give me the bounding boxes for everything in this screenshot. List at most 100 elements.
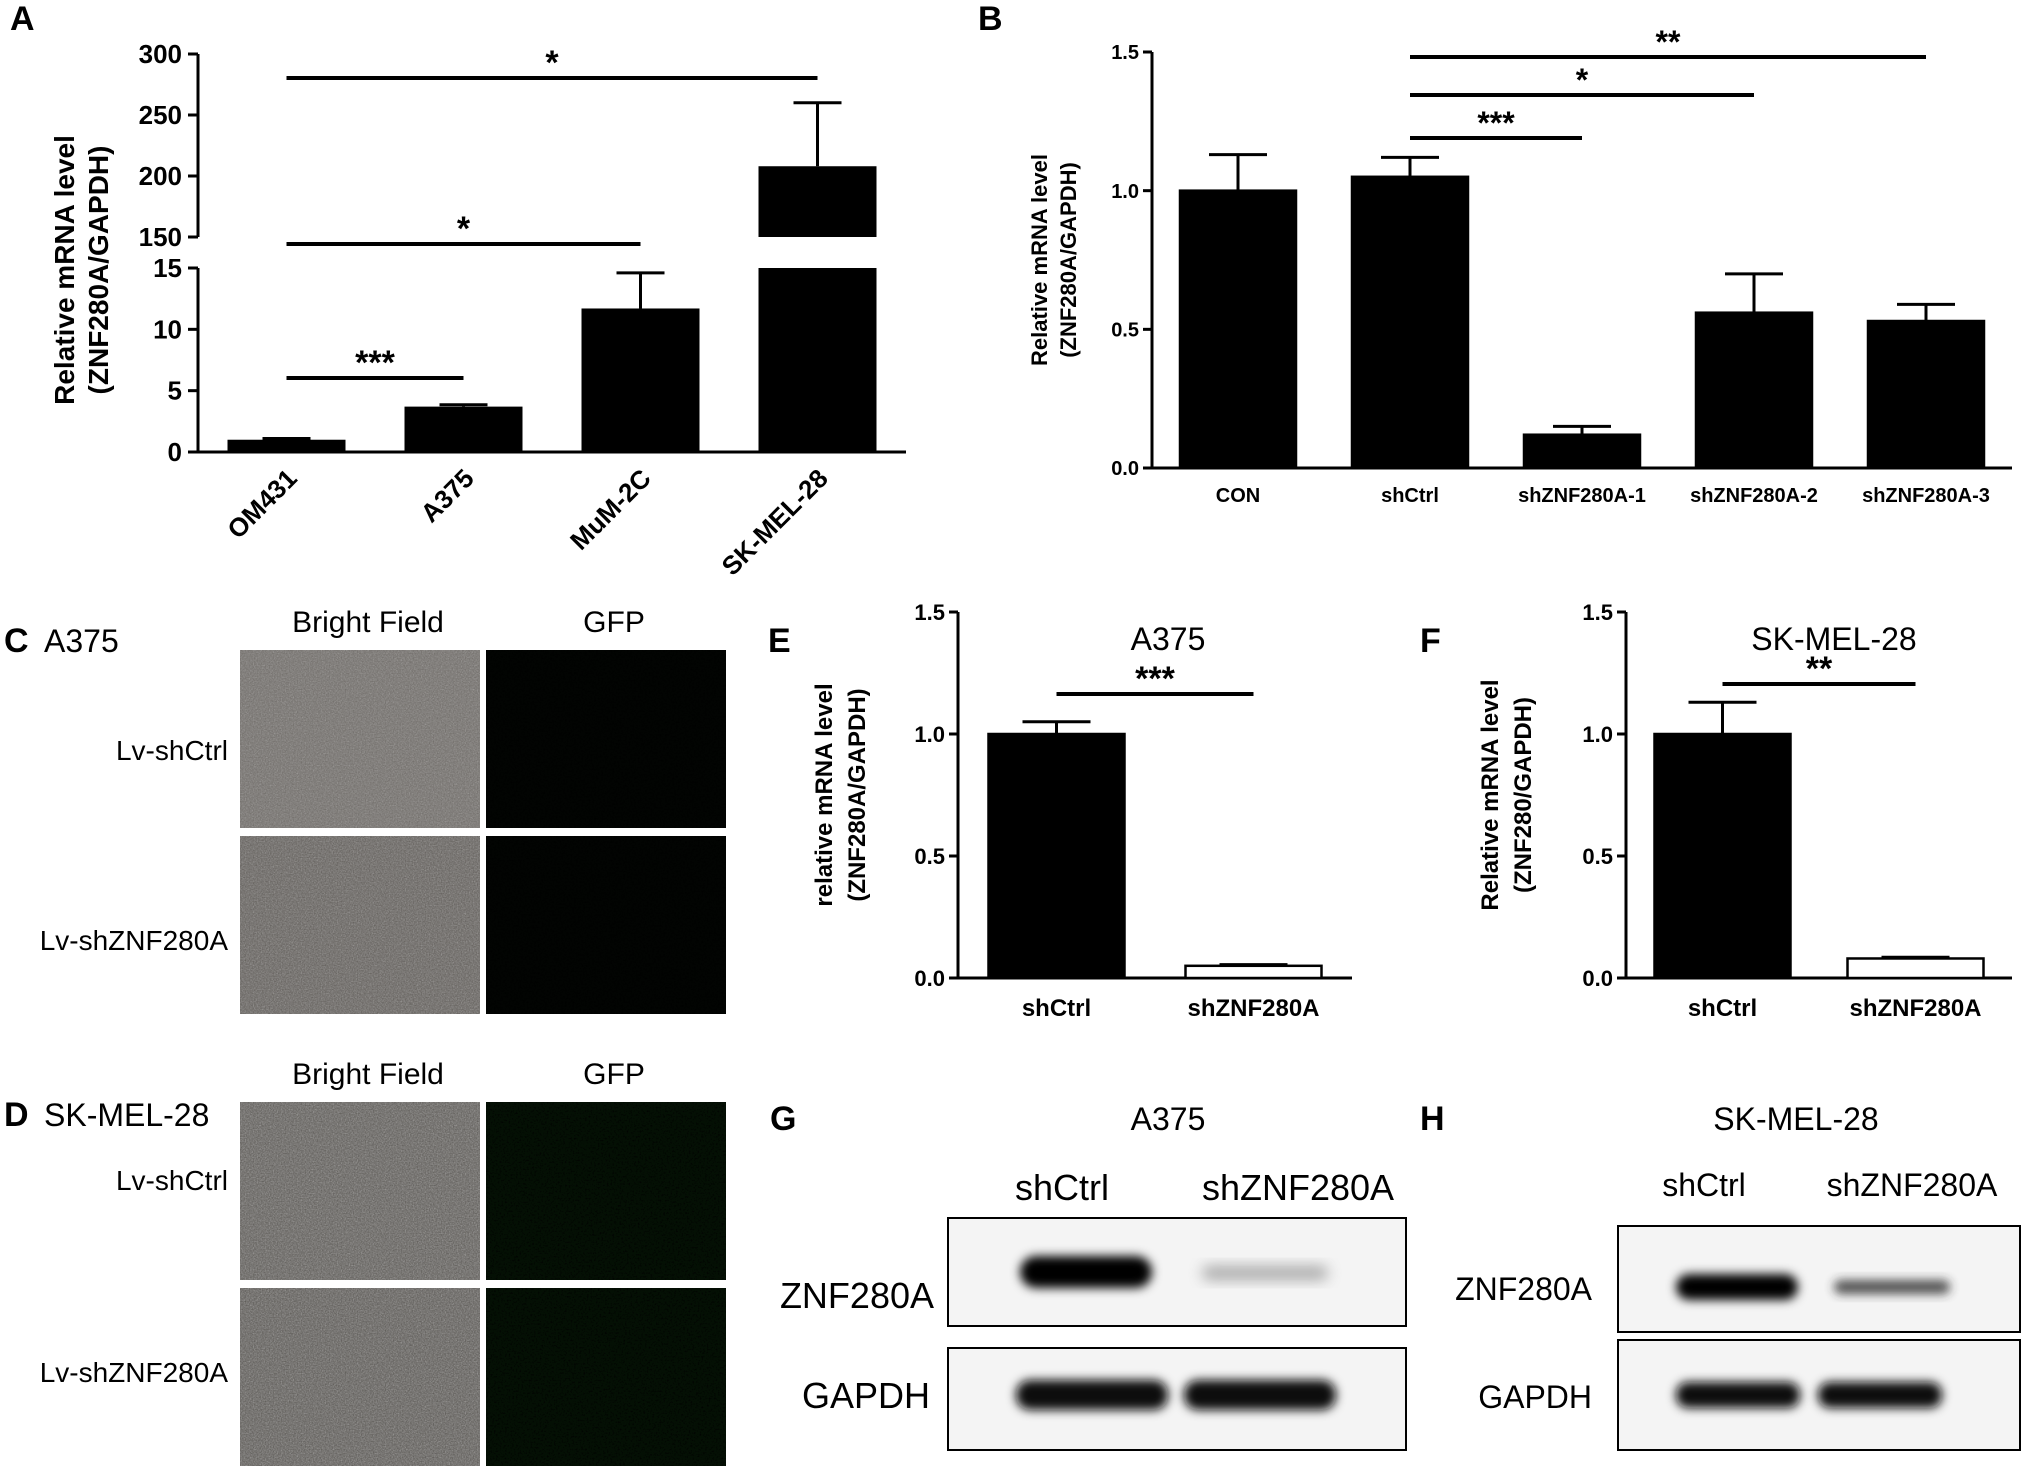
chart-a-sig-stars-0: *** <box>355 344 395 382</box>
blot-g-lane-shctrl: shCtrl <box>1015 1167 1109 1208</box>
panel-label-h: H <box>1420 1100 1445 1138</box>
chart-e-bar-0 <box>987 732 1126 980</box>
chart-a-bar-2 <box>581 308 700 452</box>
blot-h-membrane-znf280a <box>1617 1225 2021 1333</box>
blot-h-lane-shctrl: shCtrl <box>1662 1167 1746 1203</box>
chart-b-ytick-label: 0.0 <box>1111 458 1139 480</box>
micrograph-d-cell-line: SK-MEL-28 <box>44 1097 209 1133</box>
chart-a-ylabel-line1: Relative mRNA level <box>49 135 80 405</box>
blot-h-protein-znf280a: ZNF280A <box>1455 1271 1593 1307</box>
chart-b-sig-stars-1: * <box>1576 62 1589 98</box>
micrograph-c-brightfield-shznf280a-texture <box>240 836 480 1014</box>
panel-label-c: C <box>4 622 29 660</box>
micrograph-panel-c: A375 Bright Field GFP Lv-shCtrl Lv-shZNF… <box>40 606 726 1014</box>
micrograph-panel-d: SK-MEL-28 Bright Field GFP Lv-shCtrl Lv-… <box>40 1058 726 1466</box>
chart-e-xtick-label-1: shZNF280A <box>1187 995 1319 1022</box>
micrograph-d-gfp-shznf280a-texture <box>486 1288 726 1466</box>
chart-b-bar-2 <box>1522 433 1642 470</box>
chart-b-xtick-label-1: shCtrl <box>1381 485 1439 507</box>
chart-a-ytick-label: 5 <box>168 376 182 406</box>
chart-f-xtick-label-1: shZNF280A <box>1849 995 1981 1022</box>
micrograph-d-brightfield-shznf280a-texture <box>240 1288 480 1466</box>
blot-panel-g: A375 shCtrl shZNF280A ZNF280A GAPDH <box>780 1101 1407 1451</box>
micrograph-c-gfp-shznf280a-texture <box>486 836 726 1014</box>
chart-f-bar-1 <box>1846 957 1985 980</box>
chart-a-ytick-label: 200 <box>139 161 182 191</box>
blot-h-protein-gapdh: GAPDH <box>1478 1379 1592 1415</box>
chart-a-bars <box>227 101 877 452</box>
micrograph-d-row-shctrl: Lv-shCtrl <box>116 1165 228 1196</box>
chart-a-ylabel-line2: (ZNF280A/GAPDH) <box>83 146 114 395</box>
micrograph-d-row-shznf280a: Lv-shZNF280A <box>40 1357 229 1388</box>
micrograph-c-gfp-shctrl-texture <box>486 650 726 828</box>
chart-a-ytick-label: 250 <box>139 100 182 130</box>
micrograph-c-col-brightfield: Bright Field <box>292 606 444 639</box>
micrograph-d-gfp-shctrl-texture <box>486 1102 726 1280</box>
chart-a-ytick-label: 10 <box>153 314 182 344</box>
blot-h-band-gapdh-shctrl <box>1676 1382 1800 1408</box>
micrograph-d-col-gfp: GFP <box>583 1058 645 1091</box>
chart-f-title: SK-MEL-28 <box>1751 621 1916 657</box>
chart-a-ytick-label: 0 <box>168 437 182 467</box>
chart-f-plot: 0.0 0.5 1.0 1.5 shCtrl shZNF280A ** <box>1582 600 2012 1022</box>
panel-label-f: F <box>1420 622 1441 660</box>
chart-f-ylabel-line2: (ZNF280/GAPDH) <box>1510 697 1537 893</box>
blot-h-band-znf280a-shctrl <box>1676 1274 1798 1300</box>
blot-panel-h: SK-MEL-28 shCtrl shZNF280A ZNF280A GAPDH <box>1455 1101 2021 1451</box>
chart-b-ytick-label: 0.5 <box>1111 320 1139 342</box>
chart-b-xtick-label-4: shZNF280A-3 <box>1862 485 1990 507</box>
chart-a-sig-stars-2: * <box>545 44 559 82</box>
chart-b-ylabel-line2: (ZNF280A/GAPDH) <box>1056 162 1081 358</box>
chart-f-xtick-label-0: shCtrl <box>1688 995 1757 1022</box>
chart-a-xtick-label-1: A375 <box>415 463 480 528</box>
panel-label-e: E <box>768 622 791 660</box>
blot-h-title: SK-MEL-28 <box>1713 1101 1878 1137</box>
micrograph-c-brightfield-shctrl-texture <box>240 650 480 828</box>
panel-label-b: B <box>978 0 1003 38</box>
chart-e-plot: 0.0 0.5 1.0 1.5 shCtrl shZNF280A *** <box>914 600 1352 1022</box>
blot-g-band-gapdh-shctrl <box>1016 1380 1168 1410</box>
chart-b-sig-stars-2: ** <box>1656 24 1681 60</box>
panel-label-a: A <box>10 0 35 38</box>
chart-e-ylabel-line1: relative mRNA level <box>811 683 838 906</box>
chart-b-bar-4 <box>1866 319 1986 470</box>
chart-f-ytick-label: 1.5 <box>1582 600 1613 625</box>
blot-h-band-znf280a-shznf280a <box>1834 1280 1950 1294</box>
chart-e-bar-1 <box>1184 964 1323 980</box>
chart-e-ytick-label: 1.5 <box>914 600 945 625</box>
blot-h-lane-shznf280a: shZNF280A <box>1827 1167 1998 1203</box>
blot-g-membrane-znf280a <box>947 1217 1407 1327</box>
chart-b-plot: 0.0 0.5 1.0 1.5 CON shCtrl shZNF280A-1 shZNF280… <box>1111 24 2012 507</box>
chart-e: A375 relative mRNA level (ZNF280A/GAPDH)… <box>811 600 1352 1022</box>
chart-f-bar-0 <box>1653 732 1792 980</box>
chart-a-bar-3-lower <box>758 268 877 452</box>
chart-a-xtick-label-0: OM431 <box>221 463 303 545</box>
chart-b-bar-1 <box>1350 175 1470 470</box>
chart-e-xtick-label-0: shCtrl <box>1022 995 1091 1022</box>
chart-b-xtick-label-3: shZNF280A-2 <box>1690 485 1818 507</box>
chart-f: SK-MEL-28 Relative mRNA level (ZNF280/GA… <box>1477 600 2012 1022</box>
chart-a-significance: ***** <box>286 44 818 382</box>
chart-a-xtick-label-2: MuM-2C <box>564 463 657 556</box>
chart-a-ytick-label: 15 <box>153 253 182 283</box>
chart-b: Relative mRNA level (ZNF280A/GAPDH) 0.00… <box>1027 24 2012 507</box>
chart-f-ytick-label: 0.0 <box>1582 966 1613 991</box>
blot-g-protein-gapdh: GAPDH <box>802 1375 930 1416</box>
micrograph-c-col-gfp: GFP <box>583 606 645 639</box>
chart-e-ytick-label: 0.0 <box>914 966 945 991</box>
panel-label-d: D <box>4 1096 29 1134</box>
chart-a-ytick-label: 300 <box>139 39 182 69</box>
blot-h-band-gapdh-shznf280a <box>1818 1382 1942 1408</box>
chart-f-sig-stars-0: ** <box>1806 650 1833 688</box>
chart-a-bar-1 <box>404 406 523 452</box>
chart-b-xtick-label-0: CON <box>1216 485 1260 507</box>
micrograph-c-row-shznf280a: Lv-shZNF280A <box>40 925 229 956</box>
panel-label-g: G <box>770 1100 796 1138</box>
chart-a-xlabels: OM431 A375 MuM-2C SK-MEL-28 <box>221 463 834 581</box>
chart-e-ylabel-line2: (ZNF280A/GAPDH) <box>844 688 871 901</box>
micrograph-c-row-shctrl: Lv-shCtrl <box>116 735 228 766</box>
chart-e-title: A375 <box>1131 621 1206 657</box>
blot-g-band-znf280a-shznf280a <box>1202 1266 1328 1280</box>
chart-a-sig-stars-1: * <box>457 210 471 248</box>
